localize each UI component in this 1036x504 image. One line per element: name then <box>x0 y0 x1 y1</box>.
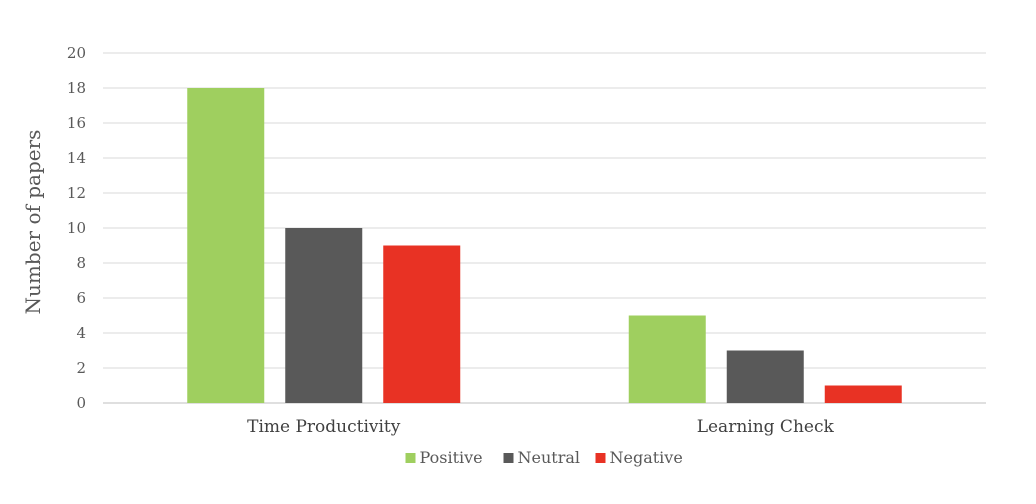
y-tick-label: 2 <box>76 359 86 377</box>
legend-item-neutral: Neutral <box>503 448 581 467</box>
bar-neutral <box>285 228 363 403</box>
y-tick-label: 0 <box>76 394 86 412</box>
y-tick-label: 12 <box>67 184 86 202</box>
bar-negative <box>824 385 902 403</box>
x-category-label: Time Productivity <box>247 417 401 437</box>
y-tick-label: 14 <box>67 149 86 167</box>
bar-positive <box>187 88 265 403</box>
legend-label: Neutral <box>518 448 581 467</box>
legend-item-negative: Negative <box>595 448 683 467</box>
y-tick-label: 10 <box>67 219 86 237</box>
y-tick-label: 20 <box>67 44 86 62</box>
legend: Positive Neutral Negative <box>405 448 683 467</box>
y-tick-label: 8 <box>76 254 86 272</box>
bars <box>187 88 902 403</box>
y-tick-label: 16 <box>67 114 86 132</box>
legend-swatch <box>595 453 606 463</box>
x-category-label: Learning Check <box>697 417 835 437</box>
legend-swatch <box>503 453 514 463</box>
legend-swatch <box>405 453 416 463</box>
legend-label: Positive <box>420 448 483 467</box>
y-tick-label: 18 <box>67 79 86 97</box>
bar-negative <box>383 245 461 403</box>
bar-neutral <box>726 350 804 403</box>
legend-label: Negative <box>610 448 683 467</box>
y-tick-label: 6 <box>76 289 86 307</box>
legend-item-positive: Positive <box>405 448 483 467</box>
bar-positive <box>628 315 706 403</box>
x-axis-categories: Time Productivity Learning Check <box>247 417 834 437</box>
y-tick-label: 4 <box>76 324 86 342</box>
y-axis-ticks: 0 2 4 6 8 10 12 14 16 18 20 <box>67 44 86 412</box>
y-axis-label: Number of papers <box>21 130 45 315</box>
